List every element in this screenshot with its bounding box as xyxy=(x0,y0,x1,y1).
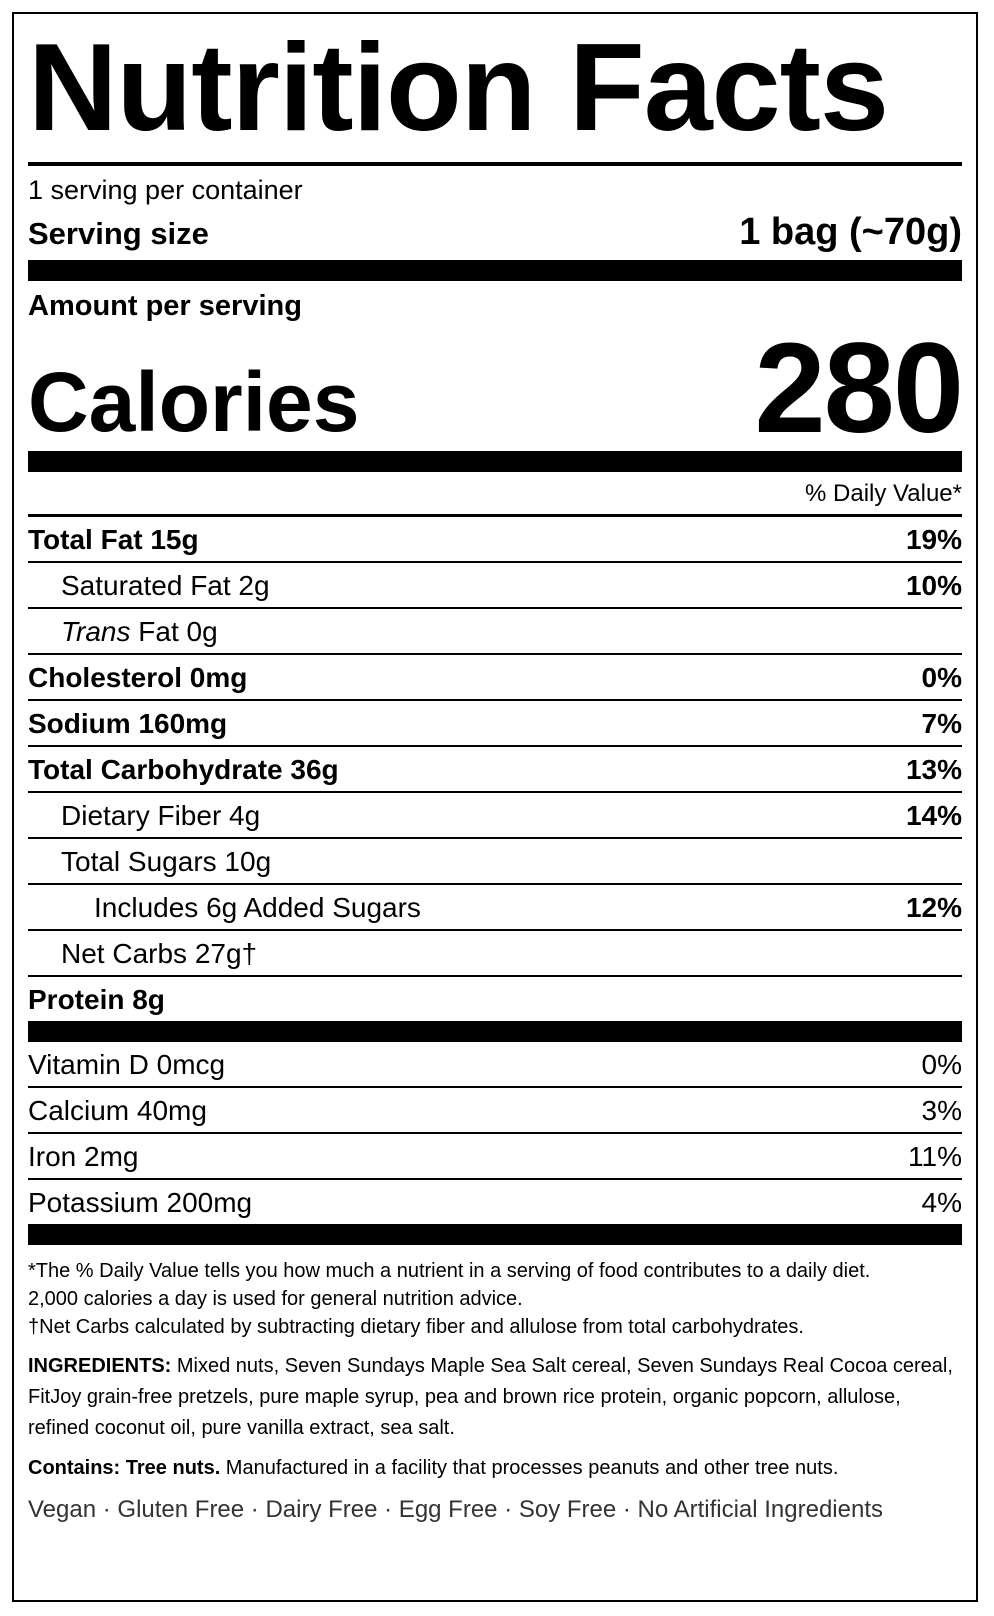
nutrient-row: Sodium 160mg 7% xyxy=(28,701,962,747)
daily-value-header: % Daily Value* xyxy=(28,472,962,517)
daily-value: 19% xyxy=(905,524,962,555)
nutrient-row: Cholesterol 0mg 0% xyxy=(28,655,962,701)
nutrient-name-text: Total Sugars 10g xyxy=(61,846,272,877)
nutrient-name: Vitamin D 0mcg xyxy=(28,1042,225,1086)
footnote: 2,000 calories a day is used for general… xyxy=(28,1288,523,1310)
nutrient-name-text: Fat 0g xyxy=(130,616,218,647)
nutrient-row: Vitamin D 0mcg 0% xyxy=(28,1042,962,1088)
calories-value: 280 xyxy=(754,316,964,460)
nutrient-name-text: Protein 8g xyxy=(28,984,165,1015)
nutrient-row: Saturated Fat 2g 10% xyxy=(28,563,962,609)
thick-rule xyxy=(28,1021,962,1042)
footnote: †Net Carbs calculated by subtracting die… xyxy=(28,1316,804,1338)
amount-per-serving: Amount per serving xyxy=(28,290,302,322)
calories-row: Calories 280 xyxy=(28,317,964,460)
nutrient-name: Total Sugars 10g xyxy=(28,839,271,883)
nutrient-row: Dietary Fiber 4g 14% xyxy=(28,793,962,839)
daily-value: 12% xyxy=(905,892,962,923)
daily-value: 0% xyxy=(921,662,962,693)
daily-value: 3% xyxy=(921,1095,962,1126)
daily-value: 7% xyxy=(921,708,962,739)
thick-rule xyxy=(28,260,962,281)
daily-value: 13% xyxy=(905,754,962,785)
servings-per-container: 1 serving per container xyxy=(28,175,303,205)
serving-size-value: 1 bag (~70g) xyxy=(739,211,962,253)
nutrient-row: Trans Fat 0g xyxy=(28,609,962,655)
footnotes: *The % Daily Value tells you how much a … xyxy=(28,1245,962,1341)
nutrient-list: Total Fat 15g 19% Saturated Fat 2g 10% Trans… xyxy=(28,517,962,1021)
nutrient-name: Potassium 200mg xyxy=(28,1180,252,1224)
vitamin-list: Vitamin D 0mcg 0% Calcium 40mg 3% Iron 2mg 11… xyxy=(28,1042,962,1224)
nutrient-name-text: Dietary Fiber 4g xyxy=(61,800,261,831)
nutrient-name: Sodium 160mg xyxy=(28,701,227,745)
nutrient-name: Total Fat 15g xyxy=(28,517,199,561)
daily-value: 10% xyxy=(905,570,962,601)
nutrient-name-text: Sodium 160mg xyxy=(28,708,228,739)
nutrient-name: Trans Fat 0g xyxy=(28,609,218,653)
nutrient-name: Iron 2mg xyxy=(28,1134,139,1178)
nutrient-name: Saturated Fat 2g xyxy=(28,563,270,607)
nutrient-row: Total Carbohydrate 36g 13% xyxy=(28,747,962,793)
nutrient-name: Net Carbs 27g† xyxy=(28,931,257,975)
nutrient-name-text: Net Carbs 27g† xyxy=(61,938,258,969)
nutrient-row: Total Fat 15g 19% xyxy=(28,517,962,563)
nutrient-name-text: Includes 6g Added Sugars xyxy=(94,892,421,923)
nutrient-row: Calcium 40mg 3% xyxy=(28,1088,962,1134)
claims: Vegan · Gluten Free · Dairy Free · Egg F… xyxy=(28,1496,883,1523)
ingredients: INGREDIENTS: Mixed nuts, Seven Sundays M… xyxy=(28,1351,962,1444)
nutrient-row: Includes 6g Added Sugars 12% xyxy=(28,885,962,931)
thick-rule xyxy=(28,451,962,472)
nutrient-name-text: Calcium 40mg xyxy=(28,1095,207,1126)
nutrient-name-text: Total Carbohydrate 36g xyxy=(28,754,339,785)
nutrition-label: Nutrition Facts 1 serving per container … xyxy=(12,12,978,1602)
ingredients-label: INGREDIENTS: xyxy=(28,1355,172,1377)
ingredients-text: Mixed nuts, Seven Sundays Maple Sea Salt… xyxy=(28,1355,953,1439)
contains-label: Contains: Tree nuts. xyxy=(28,1457,221,1479)
nutrient-name: Includes 6g Added Sugars xyxy=(28,885,421,929)
nutrient-row: Net Carbs 27g† xyxy=(28,931,962,977)
nutrient-name: Protein 8g xyxy=(28,977,165,1021)
nutrient-name: Calcium 40mg xyxy=(28,1088,207,1132)
nutrient-name-text: Total Fat 15g xyxy=(28,524,199,555)
contains: Contains: Tree nuts. Manufactured in a f… xyxy=(28,1454,962,1482)
nutrient-row: Potassium 200mg 4% xyxy=(28,1180,962,1224)
nutrient-row: Total Sugars 10g xyxy=(28,839,962,885)
calories-label: Calories xyxy=(28,354,360,449)
thick-rule xyxy=(28,1224,962,1245)
nutrient-name-text: Cholesterol 0mg xyxy=(28,662,248,693)
nutrient-name-text: Iron 2mg xyxy=(28,1141,139,1172)
nutrient-name-text: Potassium 200mg xyxy=(28,1187,253,1218)
footnote: *The % Daily Value tells you how much a … xyxy=(28,1260,871,1282)
daily-value: 4% xyxy=(921,1187,962,1218)
nutrient-name-italic: Trans xyxy=(61,616,131,647)
serving-size-label: Serving size xyxy=(28,216,209,251)
daily-value: 14% xyxy=(905,800,962,831)
daily-value: 0% xyxy=(921,1049,962,1080)
nutrient-name-text: Vitamin D 0mcg xyxy=(28,1049,226,1080)
serving-size-row: Serving size 1 bag (~70g) xyxy=(28,208,962,260)
nutrient-name-text: Saturated Fat 2g xyxy=(61,570,270,601)
nutrient-name: Dietary Fiber 4g xyxy=(28,793,260,837)
nutrient-row: Protein 8g xyxy=(28,977,962,1021)
nutrient-name: Total Carbohydrate 36g xyxy=(28,747,339,791)
contains-text: Manufactured in a facility that processe… xyxy=(220,1457,839,1479)
nutrient-name: Cholesterol 0mg xyxy=(28,655,247,699)
daily-value: 11% xyxy=(908,1141,962,1172)
title: Nutrition Facts xyxy=(28,14,962,166)
nutrient-row: Iron 2mg 11% xyxy=(28,1134,962,1180)
